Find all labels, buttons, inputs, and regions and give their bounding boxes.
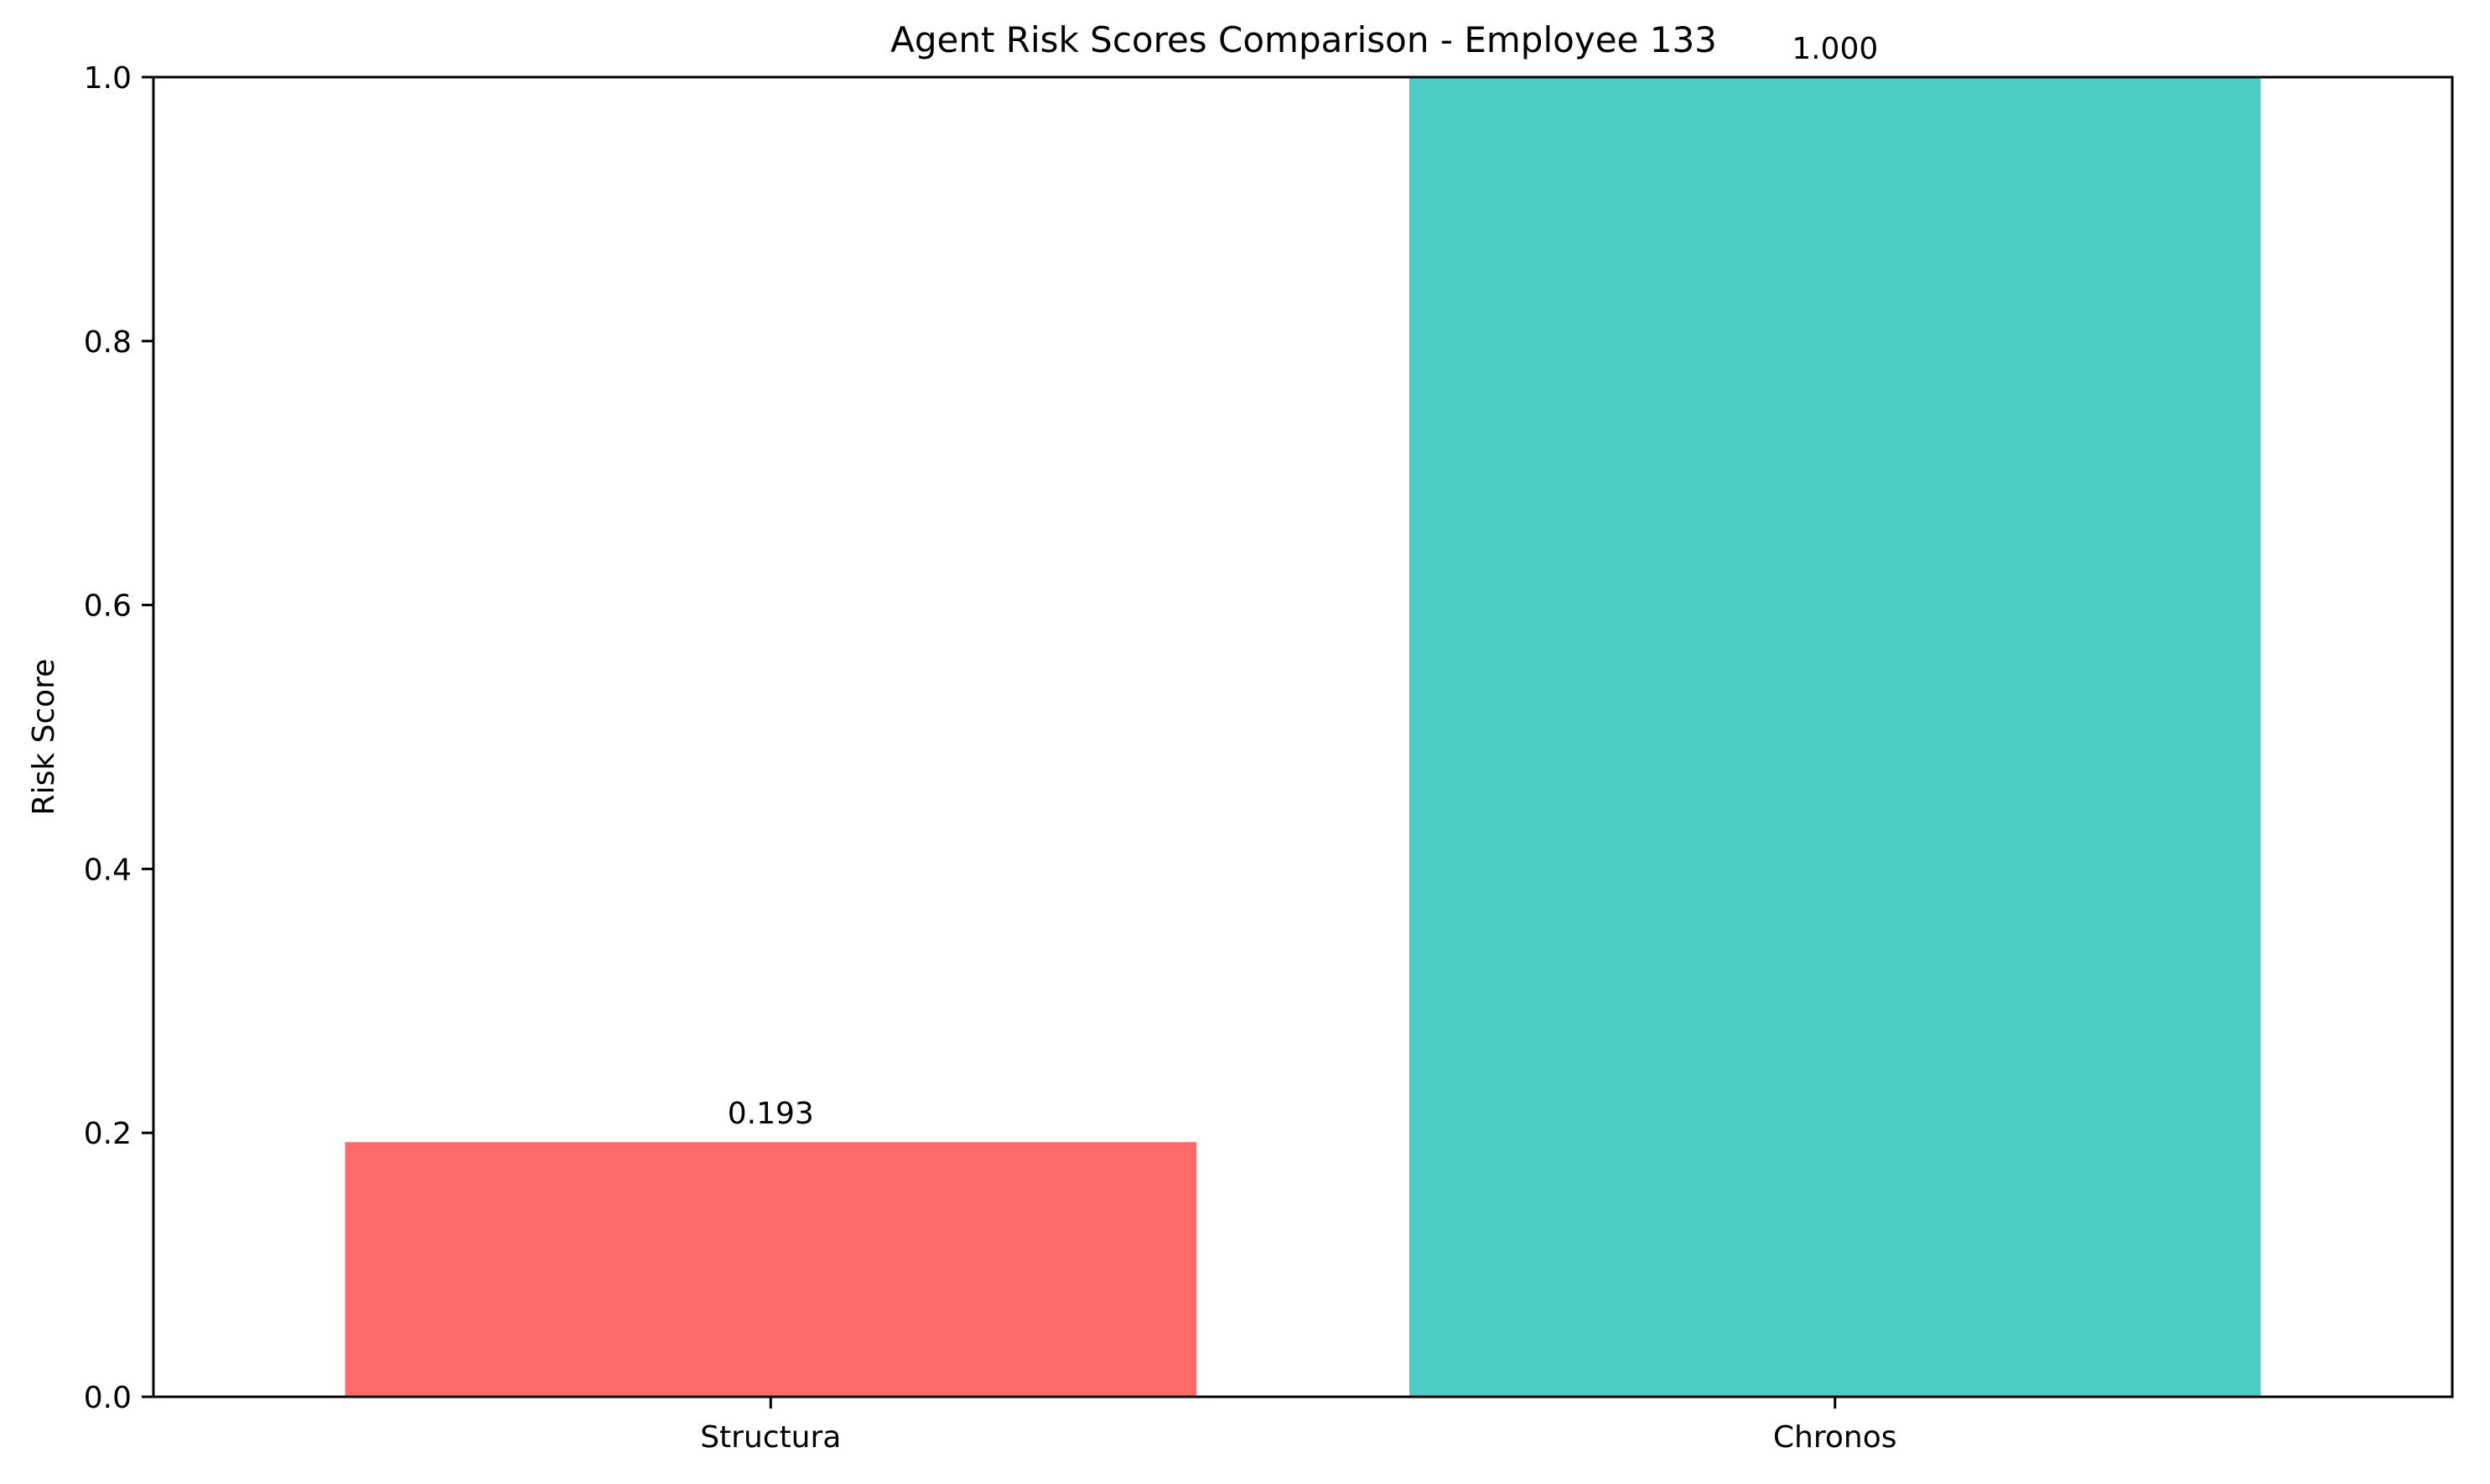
bar-value-label-chronos: 1.000 xyxy=(1792,32,1878,66)
x-tick-label-structura: Structura xyxy=(700,1420,841,1455)
x-tick-label-chronos: Chronos xyxy=(1773,1420,1897,1455)
bar-labels-layer: 0.193 1.000 xyxy=(728,32,1879,1131)
y-axis-label: Risk Score xyxy=(27,659,61,816)
bars-layer xyxy=(345,77,2261,1397)
bar-chronos xyxy=(1408,77,2261,1397)
y-tick-label: 0.4 xyxy=(84,853,132,887)
y-tick-label: 1.0 xyxy=(84,61,132,96)
y-tick-label: 0.0 xyxy=(84,1381,132,1415)
bar-structura xyxy=(345,1142,1197,1397)
chart-title: Agent Risk Scores Comparison - Employee … xyxy=(890,19,1717,60)
bar-value-label-structura: 0.193 xyxy=(728,1097,814,1131)
plot-frame xyxy=(152,75,2454,1398)
y-tick-label: 0.6 xyxy=(84,589,132,624)
y-tick-label: 0.2 xyxy=(84,1117,132,1151)
y-tick-label: 0.8 xyxy=(84,325,132,360)
ticks-layer: Structura Chronos 0.0 0.2 0.4 0.6 0.8 1.0 xyxy=(84,61,1897,1455)
